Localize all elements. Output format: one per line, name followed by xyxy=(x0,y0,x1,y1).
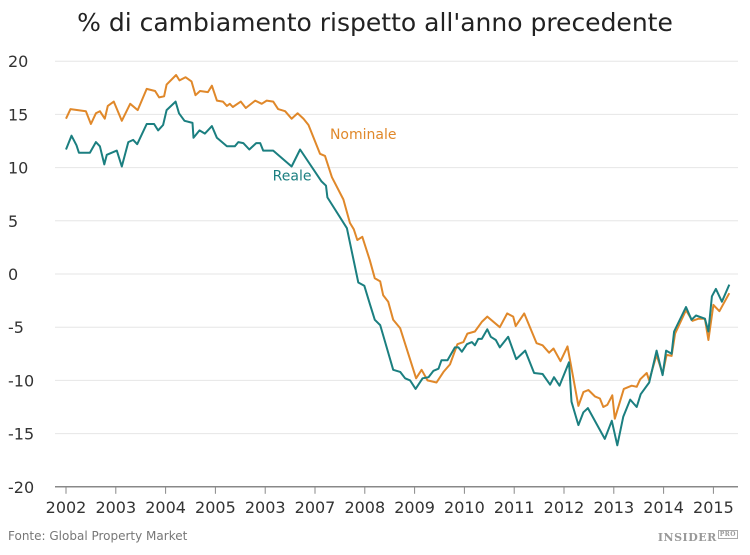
x-axis: 2002 2003 2004 2005 2003 2007 2008 2009 2010 2011… xyxy=(46,486,738,517)
x-tick-label: 2015 xyxy=(693,498,734,517)
x-tick-label: 2013 xyxy=(593,498,634,517)
x-tick-label: 2003 xyxy=(95,498,136,517)
x-tick-label: 2007 xyxy=(295,498,336,517)
y-tick-label: 15 xyxy=(8,105,28,124)
y-tick-label: -10 xyxy=(8,371,34,390)
x-tick-label: 2005 xyxy=(195,498,236,517)
series-labels: Nominale Reale xyxy=(273,127,397,184)
x-tick-label: 2002 xyxy=(46,498,87,517)
insider-pro-logo: INSIDER PRO xyxy=(657,530,738,544)
x-tick-label: 2008 xyxy=(344,498,385,517)
x-tick-label: 2010 xyxy=(444,498,485,517)
x-tick-label: 2014 xyxy=(643,498,684,517)
y-tick-label: 10 xyxy=(8,159,28,178)
x-tick-label: 2011 xyxy=(494,498,535,517)
y-tick-label: 0 xyxy=(8,265,18,284)
series-line-nominale xyxy=(65,74,731,420)
y-axis: 20 15 10 5 0 -5 -10 -15 -20 xyxy=(8,52,34,497)
gridlines xyxy=(55,60,738,435)
y-tick-label: -20 xyxy=(8,478,34,497)
y-tick-label: -15 xyxy=(8,425,34,444)
series-label-reale: Reale xyxy=(273,168,312,184)
source-note: Fonte: Global Property Market xyxy=(8,529,188,543)
chart-title: % di cambiamento rispetto all'anno prece… xyxy=(77,8,673,37)
logo-text: INSIDER xyxy=(657,531,717,544)
y-tick-label: -5 xyxy=(8,318,24,337)
x-tick-label: 2012 xyxy=(544,498,585,517)
series-label-nominale: Nominale xyxy=(330,127,397,143)
y-tick-label: 20 xyxy=(8,52,28,71)
logo-badge: PRO xyxy=(717,530,738,539)
x-tick-label: 2004 xyxy=(145,498,186,517)
x-tick-label: 2003 xyxy=(245,498,286,517)
y-tick-label: 5 xyxy=(8,212,18,231)
series-lines xyxy=(65,74,731,447)
x-tick-label: 2009 xyxy=(394,498,435,517)
series-line-reale xyxy=(65,100,731,447)
